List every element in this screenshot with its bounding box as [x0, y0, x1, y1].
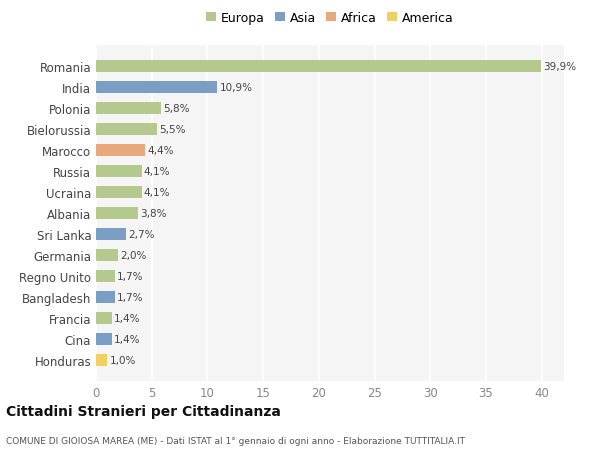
Bar: [96, 187, 142, 198]
Legend: Europa, Asia, Africa, America: Europa, Asia, Africa, America: [206, 12, 454, 25]
Text: 1,4%: 1,4%: [114, 313, 140, 323]
Text: 4,1%: 4,1%: [144, 167, 170, 177]
Text: 1,7%: 1,7%: [117, 271, 143, 281]
Text: 39,9%: 39,9%: [543, 62, 576, 72]
Text: 1,7%: 1,7%: [117, 292, 143, 302]
Bar: [96, 250, 118, 261]
Bar: [96, 291, 115, 303]
Text: 5,5%: 5,5%: [160, 125, 186, 134]
Text: Cittadini Stranieri per Cittadinanza: Cittadini Stranieri per Cittadinanza: [6, 404, 281, 418]
Text: 2,0%: 2,0%: [121, 250, 147, 260]
Bar: [96, 124, 157, 135]
Bar: [96, 354, 107, 366]
Bar: [96, 333, 112, 345]
Text: 2,7%: 2,7%: [128, 230, 155, 239]
Text: 3,8%: 3,8%: [140, 208, 167, 218]
Bar: [96, 61, 541, 73]
Bar: [96, 313, 112, 324]
Text: 4,1%: 4,1%: [144, 188, 170, 197]
Text: 1,0%: 1,0%: [109, 355, 136, 365]
Bar: [96, 82, 217, 94]
Bar: [96, 166, 142, 177]
Bar: [96, 103, 161, 114]
Text: 5,8%: 5,8%: [163, 104, 190, 114]
Bar: [96, 229, 126, 240]
Text: 4,4%: 4,4%: [147, 146, 174, 156]
Text: 1,4%: 1,4%: [114, 334, 140, 344]
Text: COMUNE DI GIOIOSA MAREA (ME) - Dati ISTAT al 1° gennaio di ogni anno - Elaborazi: COMUNE DI GIOIOSA MAREA (ME) - Dati ISTA…: [6, 436, 465, 445]
Bar: [96, 145, 145, 157]
Bar: [96, 207, 139, 219]
Bar: [96, 270, 115, 282]
Text: 10,9%: 10,9%: [220, 83, 253, 93]
